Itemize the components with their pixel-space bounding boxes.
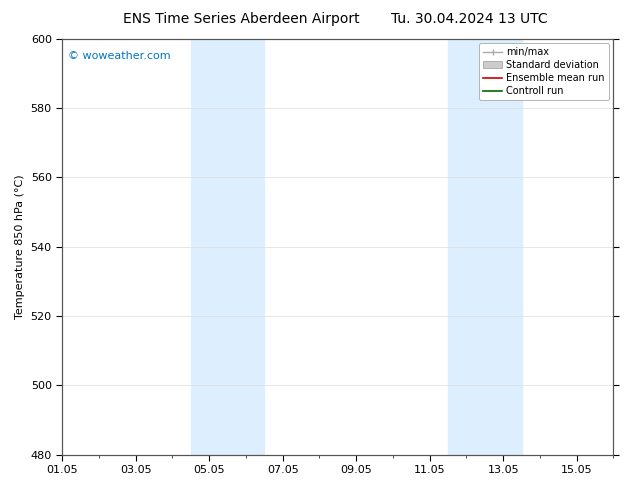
- Bar: [448, 39, 522, 455]
- Y-axis label: Temperature 850 hPa (°C): Temperature 850 hPa (°C): [15, 174, 25, 319]
- Text: © woweather.com: © woweather.com: [68, 51, 171, 61]
- Legend: min/max, Standard deviation, Ensemble mean run, Controll run: min/max, Standard deviation, Ensemble me…: [479, 44, 609, 100]
- Text: ENS Time Series Aberdeen Airport: ENS Time Series Aberdeen Airport: [122, 12, 359, 26]
- Text: Tu. 30.04.2024 13 UTC: Tu. 30.04.2024 13 UTC: [391, 12, 548, 26]
- Bar: [191, 39, 264, 455]
